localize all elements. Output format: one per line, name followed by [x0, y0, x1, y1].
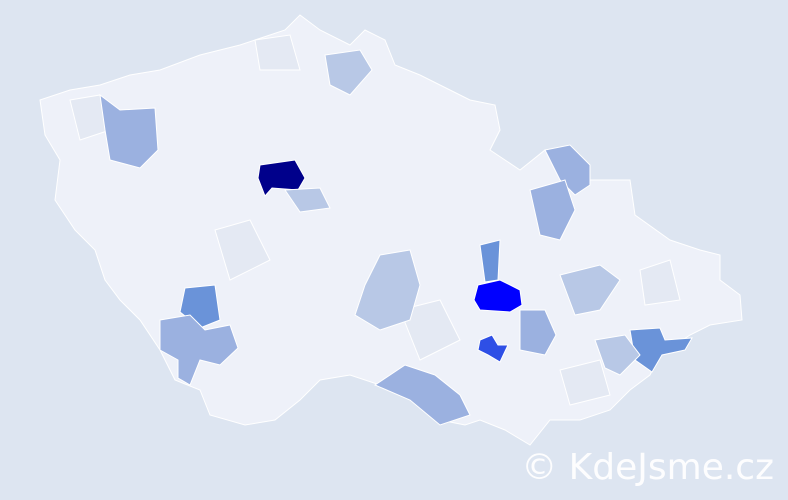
district-level-4[interactable]: [479, 239, 501, 283]
district[interactable]: [254, 34, 301, 71]
district-level-2[interactable]: [559, 264, 621, 316]
district-level-5[interactable]: [477, 334, 509, 363]
district-level-7[interactable]: [257, 159, 306, 197]
district-level-2[interactable]: [284, 187, 331, 213]
district-level-2[interactable]: [324, 49, 373, 96]
district-level-3[interactable]: [159, 314, 239, 386]
district-level-6[interactable]: [473, 279, 523, 313]
kdejsme-watermark: © KdeJsme.cz: [521, 447, 774, 488]
district-borders: [69, 34, 681, 406]
district-level-3[interactable]: [519, 309, 557, 356]
district[interactable]: [639, 259, 681, 306]
district[interactable]: [399, 299, 461, 361]
district-level-3[interactable]: [99, 93, 159, 169]
district-level-2[interactable]: [354, 249, 421, 331]
district-level-4[interactable]: [629, 327, 693, 373]
district-level-3[interactable]: [529, 179, 576, 241]
district-level-3[interactable]: [544, 144, 591, 196]
district[interactable]: [559, 359, 611, 406]
highlighted-districts: [99, 49, 693, 426]
district-level-3[interactable]: [373, 364, 471, 426]
district[interactable]: [214, 219, 271, 281]
district-level-2[interactable]: [594, 334, 641, 376]
